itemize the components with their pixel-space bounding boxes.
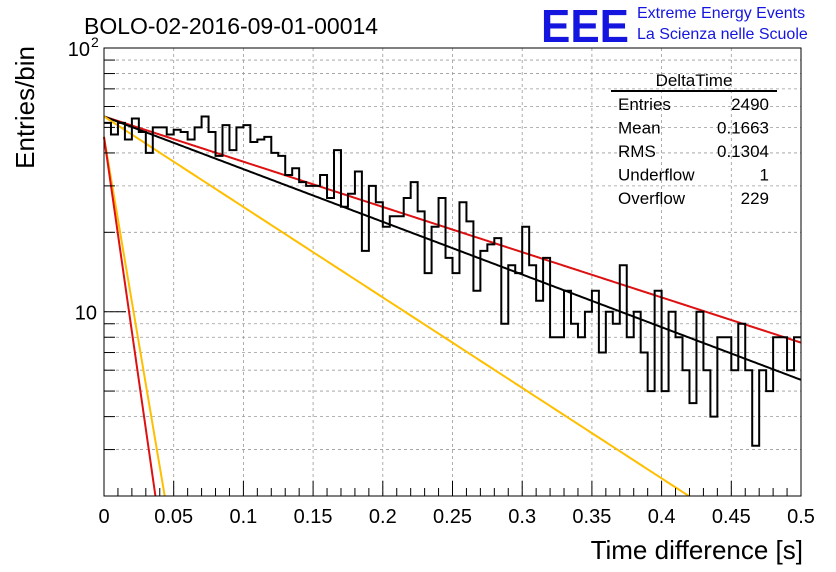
fit-curve — [103, 136, 157, 497]
histogram-bars — [104, 115, 801, 447]
fit-curve — [103, 115, 690, 497]
stats-label: Underflow — [618, 166, 695, 185]
logo-letters: EEE — [541, 0, 629, 52]
x-tick-label: 0.35 — [572, 506, 611, 528]
x-tick-label: 0.45 — [712, 506, 751, 528]
x-tick-label: 0.2 — [369, 506, 397, 528]
y-tick-label: 10 — [68, 39, 90, 61]
stats-value: 229 — [741, 189, 769, 208]
fit-curve — [103, 136, 166, 497]
y-axis-label: Entries/bin — [10, 46, 40, 169]
stats-label: Entries — [618, 95, 671, 114]
chart-title: BOLO-02-2016-09-01-00014 — [84, 13, 378, 39]
x-tick-label: 0.5 — [787, 506, 815, 528]
logo-line-1: Extreme Energy Events — [637, 5, 805, 22]
axis-ticks — [103, 47, 802, 497]
x-tick-label: 0.4 — [648, 506, 676, 528]
y-tick-exponent: 2 — [91, 34, 99, 50]
fit-curve — [103, 115, 802, 381]
logo-line-2: La Scienza nelle Scuole — [637, 26, 808, 43]
x-tick-labels: 0 0.05 0.1 0.15 0.2 0.25 0.3 0.35 0.4 0.45 0.5 — [98, 506, 814, 528]
stats-value: 2490 — [731, 95, 769, 114]
fit-curves — [103, 115, 802, 497]
histogram-layer — [104, 115, 801, 447]
stats-label: RMS — [618, 142, 656, 161]
stats-value: 0.1663 — [717, 119, 769, 138]
stats-value: 1 — [760, 166, 769, 185]
stats-label: Overflow — [618, 189, 686, 208]
stats-box: DeltaTime Entries 2490 Mean 0.1663 RMS 0.1304… — [611, 71, 777, 208]
stats-title: DeltaTime — [656, 71, 733, 90]
x-tick-label: 0.15 — [294, 506, 333, 528]
x-axis-label: Time difference [s] — [591, 535, 803, 565]
fit-curve — [103, 115, 802, 344]
stats-value: 0.1304 — [717, 142, 769, 161]
x-tick-label: 0.3 — [508, 506, 536, 528]
grid-lines — [104, 48, 801, 496]
x-tick-label: 0.25 — [433, 506, 472, 528]
x-tick-label: 0.1 — [229, 506, 257, 528]
x-tick-label: 0 — [98, 506, 109, 528]
stats-label: Mean — [618, 119, 661, 138]
x-tick-label: 0.05 — [154, 506, 193, 528]
y-tick-label: 10 — [75, 303, 97, 325]
